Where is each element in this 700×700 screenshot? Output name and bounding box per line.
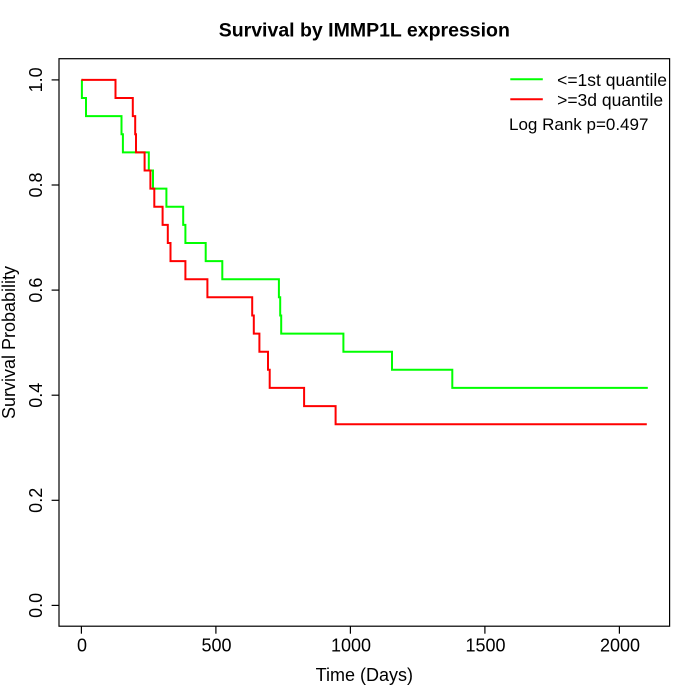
svg-text:2000: 2000 [600, 636, 640, 656]
svg-text:Time (Days): Time (Days) [316, 665, 413, 685]
svg-text:<=1st quantile: <=1st quantile [557, 70, 667, 90]
svg-text:0.6: 0.6 [26, 278, 46, 303]
svg-text:1.0: 1.0 [26, 67, 46, 92]
svg-text:0.2: 0.2 [26, 488, 46, 513]
svg-text:Log Rank p=0.497: Log Rank p=0.497 [509, 115, 648, 134]
svg-text:0.8: 0.8 [26, 172, 46, 197]
svg-text:Survival by IMMP1L expression: Survival by IMMP1L expression [219, 20, 510, 42]
svg-text:0.0: 0.0 [26, 593, 46, 618]
svg-text:0: 0 [77, 636, 87, 656]
svg-text:1000: 1000 [331, 636, 371, 656]
svg-text:1500: 1500 [465, 636, 505, 656]
svg-text:500: 500 [201, 636, 231, 656]
svg-text:0.4: 0.4 [26, 383, 46, 408]
svg-text:>=3d quantile: >=3d quantile [557, 90, 663, 110]
svg-text:Survival Probability: Survival Probability [0, 266, 19, 419]
